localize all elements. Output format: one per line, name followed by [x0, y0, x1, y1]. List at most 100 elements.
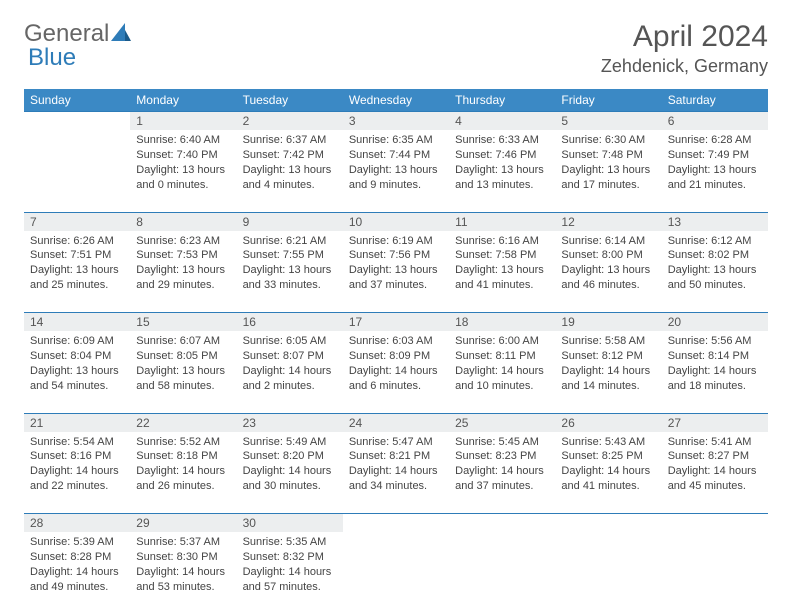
- day-content-cell: Sunrise: 6:30 AMSunset: 7:48 PMDaylight:…: [555, 130, 661, 212]
- daylight-text-2: and 2 minutes.: [243, 379, 337, 394]
- daylight-text-1: Daylight: 13 hours: [455, 263, 549, 278]
- sunrise-text: Sunrise: 5:54 AM: [30, 435, 124, 450]
- day-number-cell: 24: [343, 413, 449, 432]
- triangle-icon: [111, 23, 131, 46]
- sunrise-text: Sunrise: 6:14 AM: [561, 234, 655, 249]
- daylight-text-1: Daylight: 13 hours: [455, 163, 549, 178]
- day-content-cell: Sunrise: 5:56 AMSunset: 8:14 PMDaylight:…: [662, 331, 768, 413]
- sunset-text: Sunset: 7:58 PM: [455, 248, 549, 263]
- sunrise-text: Sunrise: 5:56 AM: [668, 334, 762, 349]
- sunrise-text: Sunrise: 5:35 AM: [243, 535, 337, 550]
- day-content-cell: [343, 532, 449, 614]
- day-number-cell: 26: [555, 413, 661, 432]
- day-number-cell: 7: [24, 212, 130, 231]
- sunset-text: Sunset: 8:05 PM: [136, 349, 230, 364]
- sunset-text: Sunset: 8:28 PM: [30, 550, 124, 565]
- day-content-cell: Sunrise: 5:49 AMSunset: 8:20 PMDaylight:…: [237, 432, 343, 514]
- day-content-cell: Sunrise: 6:16 AMSunset: 7:58 PMDaylight:…: [449, 231, 555, 313]
- daylight-text-2: and 41 minutes.: [561, 479, 655, 494]
- day-number-cell: 21: [24, 413, 130, 432]
- daylight-text-1: Daylight: 14 hours: [455, 464, 549, 479]
- daylight-text-1: Daylight: 13 hours: [243, 163, 337, 178]
- daylight-text-2: and 14 minutes.: [561, 379, 655, 394]
- sunrise-text: Sunrise: 6:00 AM: [455, 334, 549, 349]
- sunrise-text: Sunrise: 5:39 AM: [30, 535, 124, 550]
- sunrise-text: Sunrise: 6:09 AM: [30, 334, 124, 349]
- daylight-text-1: Daylight: 14 hours: [136, 565, 230, 580]
- sunrise-text: Sunrise: 5:43 AM: [561, 435, 655, 450]
- day-number-cell: 15: [130, 313, 236, 332]
- daylight-text-2: and 33 minutes.: [243, 278, 337, 293]
- day-number-cell: 30: [237, 514, 343, 533]
- weekday-header: Monday: [130, 89, 236, 112]
- day-content-cell: Sunrise: 5:39 AMSunset: 8:28 PMDaylight:…: [24, 532, 130, 614]
- daylight-text-2: and 18 minutes.: [668, 379, 762, 394]
- sunrise-text: Sunrise: 6:16 AM: [455, 234, 549, 249]
- daylight-text-2: and 30 minutes.: [243, 479, 337, 494]
- day-content-cell: Sunrise: 6:26 AMSunset: 7:51 PMDaylight:…: [24, 231, 130, 313]
- daylight-text-1: Daylight: 13 hours: [136, 163, 230, 178]
- sunset-text: Sunset: 7:42 PM: [243, 148, 337, 163]
- sunrise-text: Sunrise: 5:52 AM: [136, 435, 230, 450]
- day-number-cell: 28: [24, 514, 130, 533]
- daylight-text-2: and 49 minutes.: [30, 580, 124, 595]
- sunset-text: Sunset: 7:55 PM: [243, 248, 337, 263]
- daylight-text-1: Daylight: 14 hours: [668, 364, 762, 379]
- day-content-cell: Sunrise: 6:05 AMSunset: 8:07 PMDaylight:…: [237, 331, 343, 413]
- day-content-cell: Sunrise: 5:47 AMSunset: 8:21 PMDaylight:…: [343, 432, 449, 514]
- daylight-text-2: and 45 minutes.: [668, 479, 762, 494]
- day-number-cell: 2: [237, 112, 343, 131]
- daylight-text-1: Daylight: 14 hours: [349, 364, 443, 379]
- day-content-cell: Sunrise: 5:58 AMSunset: 8:12 PMDaylight:…: [555, 331, 661, 413]
- day-number-cell: 4: [449, 112, 555, 131]
- day-content-cell: Sunrise: 6:00 AMSunset: 8:11 PMDaylight:…: [449, 331, 555, 413]
- month-title: April 2024: [601, 20, 768, 54]
- sunset-text: Sunset: 8:11 PM: [455, 349, 549, 364]
- daylight-text-2: and 0 minutes.: [136, 178, 230, 193]
- daylight-text-1: Daylight: 14 hours: [30, 565, 124, 580]
- daylight-text-2: and 26 minutes.: [136, 479, 230, 494]
- sunrise-text: Sunrise: 6:26 AM: [30, 234, 124, 249]
- daylight-text-2: and 46 minutes.: [561, 278, 655, 293]
- sunrise-text: Sunrise: 5:45 AM: [455, 435, 549, 450]
- weekday-header: Sunday: [24, 89, 130, 112]
- daylight-text-1: Daylight: 13 hours: [349, 263, 443, 278]
- day-number-cell: 17: [343, 313, 449, 332]
- day-content-cell: Sunrise: 5:54 AMSunset: 8:16 PMDaylight:…: [24, 432, 130, 514]
- sunrise-text: Sunrise: 5:47 AM: [349, 435, 443, 450]
- day-number-cell: 22: [130, 413, 236, 432]
- day-content-row: Sunrise: 6:26 AMSunset: 7:51 PMDaylight:…: [24, 231, 768, 313]
- day-number-cell: 1: [130, 112, 236, 131]
- sunset-text: Sunset: 8:12 PM: [561, 349, 655, 364]
- calendar-table: SundayMondayTuesdayWednesdayThursdayFrid…: [24, 89, 768, 614]
- day-number-cell: 27: [662, 413, 768, 432]
- day-content-cell: Sunrise: 6:12 AMSunset: 8:02 PMDaylight:…: [662, 231, 768, 313]
- day-number-cell: 18: [449, 313, 555, 332]
- day-number-row: 14151617181920: [24, 313, 768, 332]
- sunset-text: Sunset: 8:18 PM: [136, 449, 230, 464]
- sunset-text: Sunset: 8:14 PM: [668, 349, 762, 364]
- daylight-text-1: Daylight: 14 hours: [243, 464, 337, 479]
- sunset-text: Sunset: 7:40 PM: [136, 148, 230, 163]
- day-content-cell: Sunrise: 5:45 AMSunset: 8:23 PMDaylight:…: [449, 432, 555, 514]
- day-number-cell: 19: [555, 313, 661, 332]
- day-number-cell: 8: [130, 212, 236, 231]
- daylight-text-2: and 29 minutes.: [136, 278, 230, 293]
- daylight-text-1: Daylight: 13 hours: [136, 364, 230, 379]
- day-content-cell: Sunrise: 5:37 AMSunset: 8:30 PMDaylight:…: [130, 532, 236, 614]
- daylight-text-1: Daylight: 13 hours: [30, 364, 124, 379]
- sunrise-text: Sunrise: 5:49 AM: [243, 435, 337, 450]
- sunset-text: Sunset: 7:56 PM: [349, 248, 443, 263]
- sunset-text: Sunset: 8:21 PM: [349, 449, 443, 464]
- daylight-text-1: Daylight: 14 hours: [243, 565, 337, 580]
- day-content-cell: Sunrise: 6:35 AMSunset: 7:44 PMDaylight:…: [343, 130, 449, 212]
- day-content-cell: Sunrise: 6:28 AMSunset: 7:49 PMDaylight:…: [662, 130, 768, 212]
- daylight-text-1: Daylight: 14 hours: [30, 464, 124, 479]
- daylight-text-2: and 41 minutes.: [455, 278, 549, 293]
- day-content-cell: Sunrise: 6:23 AMSunset: 7:53 PMDaylight:…: [130, 231, 236, 313]
- sunset-text: Sunset: 8:00 PM: [561, 248, 655, 263]
- sunset-text: Sunset: 8:20 PM: [243, 449, 337, 464]
- weekday-header: Thursday: [449, 89, 555, 112]
- day-content-cell: Sunrise: 6:03 AMSunset: 8:09 PMDaylight:…: [343, 331, 449, 413]
- daylight-text-1: Daylight: 13 hours: [136, 263, 230, 278]
